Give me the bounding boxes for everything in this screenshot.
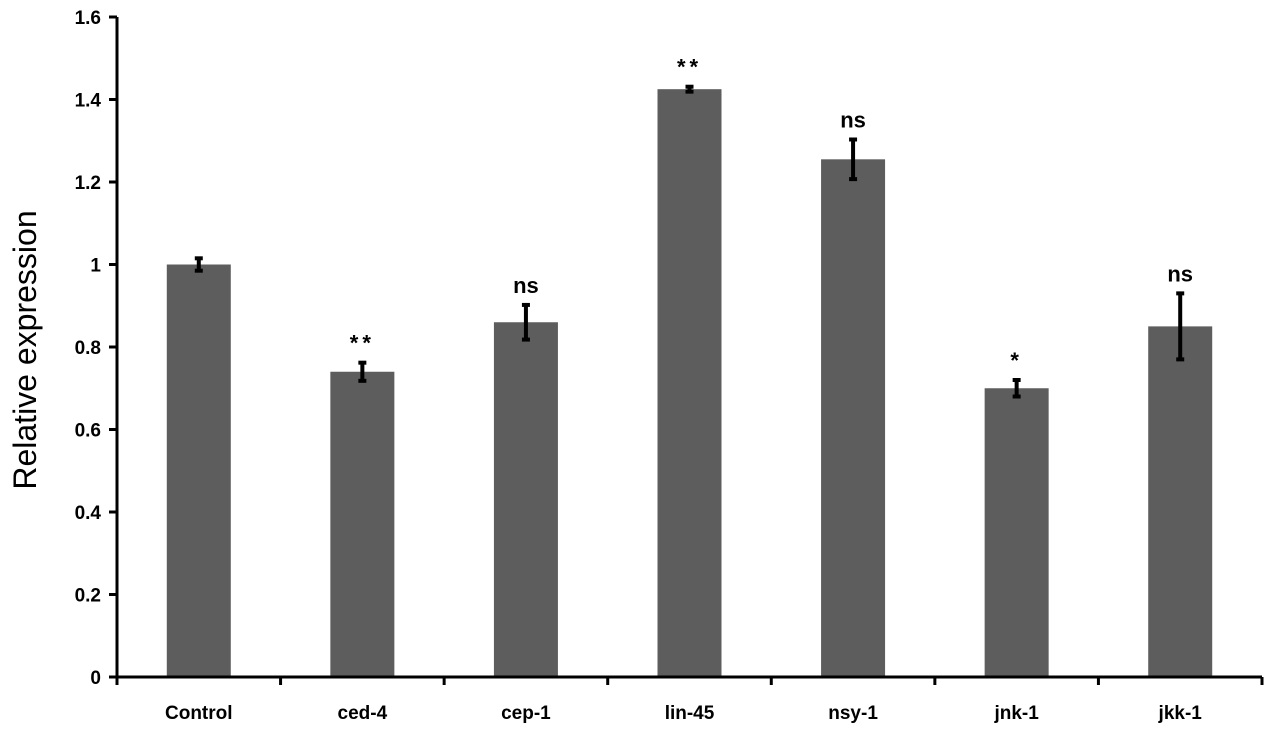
- error-bar-ced-4: [358, 360, 367, 383]
- bar-ced-4: [330, 371, 395, 677]
- y-tick-label: 1.2: [75, 173, 101, 194]
- bar-cep-1: [493, 322, 558, 677]
- significance-label-jnk-1: *: [1010, 348, 1023, 373]
- bar-nsy-1: [821, 159, 886, 677]
- error-bar-jkk-1: [1176, 291, 1185, 362]
- y-tick-label: 1.4: [75, 91, 102, 112]
- significance-label-nsy-1: ns: [840, 108, 866, 133]
- y-axis-title: Relative expression: [7, 210, 43, 489]
- error-bar-jnk-1: [1012, 378, 1021, 399]
- x-tick-label-cep-1: cep-1: [501, 703, 551, 724]
- bar-lin-45: [657, 89, 722, 677]
- y-tick-label: 0.8: [75, 338, 101, 359]
- x-tick-label-jnk-1: jnk-1: [993, 703, 1039, 724]
- y-tick-label: 1: [90, 256, 101, 277]
- y-tick-label: 0.6: [75, 421, 101, 442]
- x-tick-label-Control: Control: [165, 703, 233, 724]
- x-tick-label-nsy-1: nsy-1: [828, 703, 878, 724]
- category-labels-group: Control ced-4 cep-1 lin-45 nsy-1 jnk-1 jkk-1: [165, 703, 1202, 724]
- x-tick-label-jkk-1: jkk-1: [1158, 703, 1203, 724]
- error-bar-Control: [194, 256, 203, 273]
- significance-label-cep-1: ns: [513, 273, 539, 298]
- bar-Control: [166, 264, 231, 677]
- error-bar-cep-1: [521, 302, 530, 342]
- significance-label-jkk-1: ns: [1167, 261, 1193, 286]
- y-tick-labels-group: 0 0.2 0.4 0.6 0.8 1 1.2 1.4 1.6: [75, 8, 102, 689]
- error-bars-group: [194, 84, 1185, 399]
- y-tick-label: 0.2: [75, 586, 101, 607]
- y-tick-label: 1.6: [75, 8, 101, 29]
- bar-jkk-1: [1148, 326, 1213, 677]
- significance-labels-group: ** ns ** ns * ns: [350, 55, 1193, 373]
- y-tick-label: 0: [90, 668, 101, 689]
- y-tick-label: 0.4: [75, 503, 102, 524]
- error-bar-lin-45: [685, 84, 694, 94]
- error-bar-nsy-1: [849, 137, 858, 182]
- x-tick-label-lin-45: lin-45: [665, 703, 715, 724]
- bar-jnk-1: [984, 388, 1049, 677]
- x-tick-label-ced-4: ced-4: [338, 703, 388, 724]
- significance-label-ced-4: **: [350, 331, 375, 356]
- bars-group: [166, 89, 1213, 677]
- significance-label-lin-45: **: [677, 55, 702, 80]
- axes-group: [109, 15, 1264, 685]
